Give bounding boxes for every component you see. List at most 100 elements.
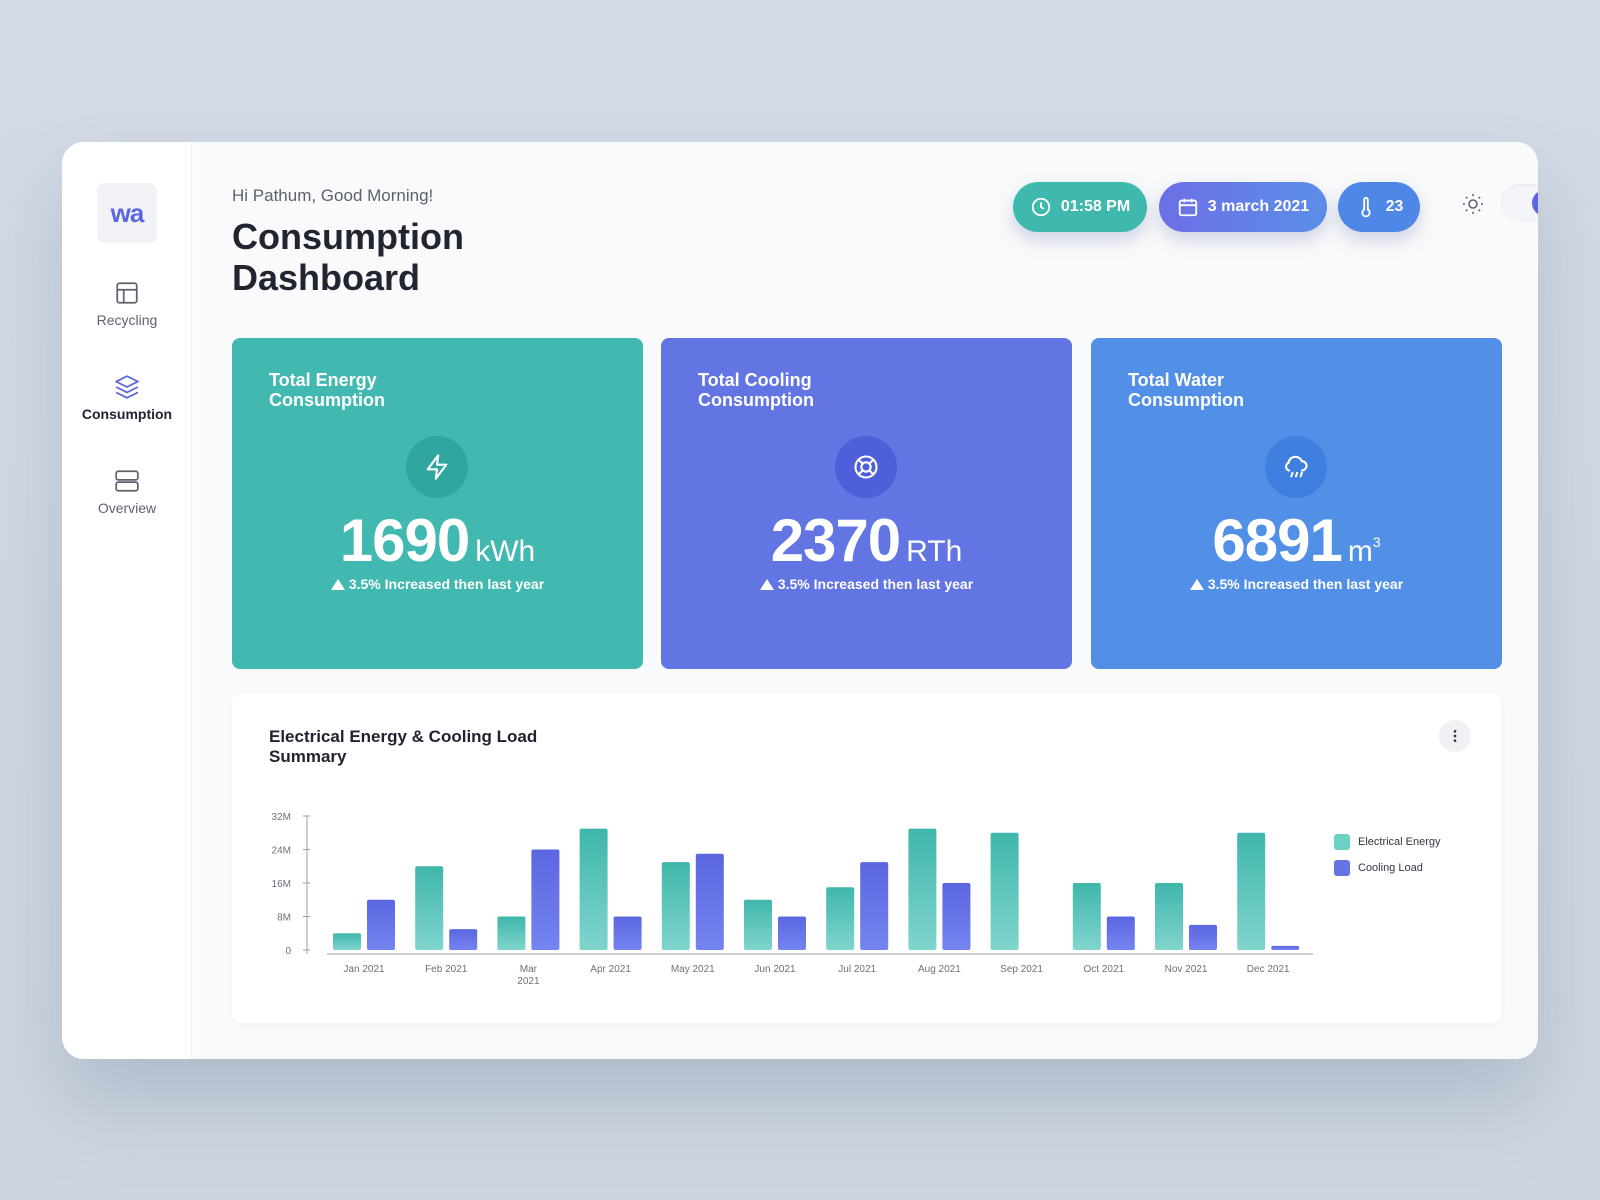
bar-electrical-energy: [579, 828, 608, 950]
layout-icon: [116, 282, 138, 304]
card-unit-superscript: 3: [1372, 534, 1381, 550]
bar-cooling-load: [778, 916, 806, 950]
page-title: Consumption Dashboard: [232, 216, 464, 298]
card-icon: [406, 436, 468, 498]
bar-electrical-energy: [908, 828, 937, 950]
card-unit: kWh: [475, 535, 536, 568]
x-tick-label: Jul 2021: [838, 964, 876, 975]
bar-cooling-load: [695, 853, 724, 950]
x-tick-label: Oct 2021: [1084, 964, 1125, 975]
bar-electrical-energy: [1155, 883, 1183, 950]
bar-electrical-energy: [1072, 883, 1101, 950]
temperature-pill[interactable]: 23: [1338, 182, 1420, 232]
legend-item[interactable]: Cooling Load: [1334, 860, 1441, 876]
card-value: 2370: [770, 507, 901, 574]
y-tick-label: 32M: [272, 812, 291, 823]
theme-toggle[interactable]: [1501, 184, 1538, 222]
legend-label: Electrical Energy: [1358, 836, 1441, 848]
server-icon: [115, 470, 139, 492]
legend-item[interactable]: Electrical Energy: [1334, 834, 1441, 850]
bar-cooling-load: [1189, 924, 1217, 950]
more-vertical-icon: [1453, 730, 1457, 742]
card-trend-text: 3.5% Increased then last year: [348, 576, 545, 592]
app-window: wa Recycling Consumption Overview Hi Pat…: [62, 142, 1538, 1059]
bar-electrical-energy: [990, 832, 1019, 950]
cooling-card[interactable]: Total Cooling Consumption 2370 RTh 3.5% …: [661, 338, 1072, 669]
date-value: 3 march 2021: [1207, 198, 1310, 215]
x-tick-label: May 2021: [671, 964, 715, 975]
trend-up-icon: [759, 579, 774, 590]
bar-electrical-energy: [497, 916, 526, 950]
clock-icon: [1031, 197, 1050, 217]
chart-card: Electrical Energy & Cooling Load Summary…: [232, 693, 1501, 1023]
sidebar-item-recycling[interactable]: Recycling: [62, 280, 192, 328]
calendar-icon: [1178, 198, 1197, 217]
bar-cooling-load: [942, 883, 971, 950]
card-unit: m3: [1348, 527, 1381, 567]
bar-electrical-energy: [333, 933, 361, 950]
y-tick-label: 16M: [272, 879, 291, 890]
card-trend: 3.5% Increased then last year: [661, 576, 1072, 592]
x-tick-label: Dec 2021: [1247, 964, 1290, 975]
legend-swatch: [1334, 834, 1350, 850]
lightning-icon: [426, 454, 448, 480]
more-options-button[interactable]: [1439, 720, 1471, 752]
card-value: 6891: [1212, 507, 1342, 574]
toggle-knob: [1532, 190, 1538, 216]
main-content: Hi Pathum, Good Morning! Consumption Das…: [193, 142, 1538, 1059]
card-trend: 3.5% Increased then last year: [232, 576, 643, 592]
card-icon: [1265, 436, 1327, 498]
temperature-value: 23: [1385, 198, 1404, 215]
sun-icon: [1463, 194, 1483, 214]
card-title: Total Energy Consumption: [269, 370, 385, 410]
card-trend-text: 3.5% Increased then last year: [1207, 576, 1404, 592]
x-tick-label: Sep 2021: [1000, 964, 1043, 975]
x-tick-label-line2: 2021: [517, 976, 540, 987]
bar-cooling-load: [860, 862, 889, 950]
x-tick-label: Jan 2021: [343, 964, 385, 975]
bar-cooling-load: [1271, 945, 1300, 950]
card-trend-text: 3.5% Increased then last year: [777, 576, 974, 592]
bar-electrical-energy: [661, 862, 690, 950]
card-value: 1690: [339, 507, 470, 574]
bar-cooling-load: [367, 899, 395, 950]
x-tick-label: Feb 2021: [425, 964, 468, 975]
bar-cooling-load: [1106, 916, 1135, 950]
card-title: Total Water Consumption: [1128, 370, 1244, 410]
trend-up-icon: [1189, 579, 1204, 590]
cloud-rain-icon: [1285, 455, 1308, 478]
x-tick-label: Jun 2021: [754, 964, 796, 975]
x-tick-label: Apr 2021: [590, 964, 631, 975]
y-tick-label: 24M: [272, 846, 291, 857]
bar-cooling-load: [613, 916, 642, 950]
bar-electrical-energy: [744, 899, 772, 950]
time-value: 01:58 PM: [1060, 198, 1131, 215]
bar-electrical-energy: [1237, 832, 1266, 950]
lifebuoy-icon: [854, 455, 878, 479]
date-pill[interactable]: 3 march 2021: [1159, 182, 1327, 232]
sidebar-item-consumption[interactable]: Consumption: [62, 374, 192, 422]
x-tick-label: Nov 2021: [1165, 964, 1208, 975]
bar-electrical-energy: [415, 866, 444, 950]
logo[interactable]: wa: [97, 183, 157, 243]
water-card[interactable]: Total Water Consumption 6891 m3 3.5% Inc…: [1091, 338, 1502, 669]
card-unit-base: m: [1347, 535, 1373, 568]
card-unit: RTh: [906, 535, 963, 568]
sidebar-item-label: Overview: [97, 500, 157, 516]
legend-swatch: [1334, 860, 1350, 876]
thermometer-icon: [1361, 196, 1371, 218]
bar-cooling-load: [531, 849, 560, 950]
energy-card[interactable]: Total Energy Consumption 1690 kWh 3.5% I…: [232, 338, 643, 669]
sidebar: wa Recycling Consumption Overview: [62, 142, 192, 1059]
y-tick-label: 0: [285, 946, 291, 957]
time-pill[interactable]: 01:58 PM: [1013, 182, 1147, 232]
bar-cooling-load: [449, 929, 478, 950]
card-icon: [835, 436, 897, 498]
sidebar-item-overview[interactable]: Overview: [62, 468, 192, 516]
chart-title: Electrical Energy & Cooling Load Summary: [269, 727, 538, 766]
x-tick-label: Aug 2021: [918, 964, 961, 975]
x-tick-label-line1: Mar: [520, 964, 538, 975]
legend-label: Cooling Load: [1358, 862, 1423, 874]
card-trend: 3.5% Increased then last year: [1091, 576, 1502, 592]
